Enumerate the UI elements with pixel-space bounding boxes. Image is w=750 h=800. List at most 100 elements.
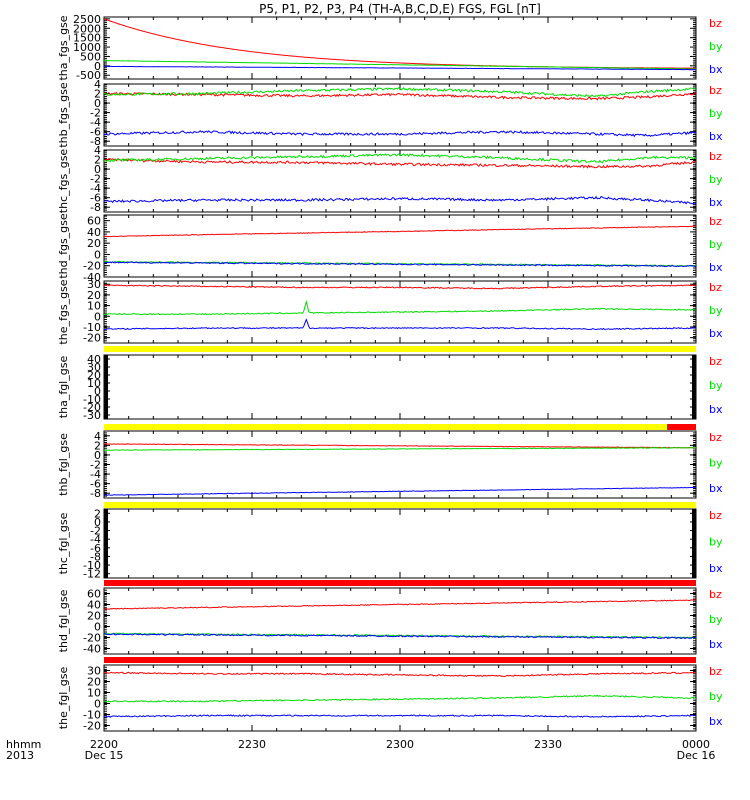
x-tick-label: 2230 — [238, 738, 266, 751]
panel-frame — [103, 508, 697, 579]
legend-bx: bx — [709, 638, 723, 651]
panel-frame — [103, 587, 697, 655]
legend-bx: bx — [709, 403, 723, 416]
y-tick-label: 2500 — [73, 13, 101, 26]
y-tick-label: 20 — [87, 369, 101, 382]
y-tick-label: 20 — [87, 610, 101, 623]
y-tick-label: -20 — [83, 332, 101, 345]
panel-frame — [103, 354, 697, 420]
y-tick-label: -8 — [90, 201, 101, 214]
y-tick-label: -6 — [90, 542, 101, 555]
series-by-line — [104, 694, 696, 703]
y-tick-label: 4 — [94, 144, 101, 157]
series-bz-line — [104, 443, 696, 449]
y-tick-label: 0 — [94, 449, 101, 462]
series-bz-line — [104, 158, 696, 169]
series-bx-line — [104, 318, 696, 331]
legend-bx: bx — [709, 261, 723, 274]
y-tick-label: -8 — [90, 135, 101, 148]
y-axis-label: thd_fgl_gse — [57, 589, 70, 652]
x-tick-date: Dec 15 — [85, 749, 124, 762]
y-tick-label: 0 — [94, 698, 101, 711]
y-tick-label: -2 — [90, 173, 101, 186]
y-tick-label: 0 — [94, 60, 101, 73]
y-tick-label: -20 — [83, 720, 101, 733]
series-bz-line — [104, 225, 696, 238]
series-bx-line — [104, 633, 696, 640]
legend-bz: bz — [709, 588, 722, 601]
legend-by: by — [709, 173, 723, 186]
legend-bx: bx — [709, 482, 723, 495]
y-tick-label: -8 — [90, 487, 101, 500]
series-bx-line — [104, 195, 696, 205]
y-tick-label: 1500 — [73, 32, 101, 45]
y-axis-label: the_fgs_gse — [57, 279, 70, 344]
series-by-line — [104, 87, 696, 98]
y-axis-label: tha_fgl_gse — [57, 356, 70, 419]
data-gap-strip — [692, 509, 696, 578]
y-tick-label: -20 — [83, 401, 101, 414]
series-bx-line — [104, 129, 696, 138]
y-tick-label: 40 — [87, 226, 101, 239]
y-tick-label: -20 — [83, 260, 101, 273]
x-tick-label: 0000 — [682, 738, 710, 751]
y-tick-label: -20 — [83, 632, 101, 645]
y-tick-label: 30 — [87, 278, 101, 291]
y-tick-label: 0 — [94, 385, 101, 398]
y-tick-label: 20 — [87, 676, 101, 689]
legend-bx: bx — [709, 63, 723, 76]
legend-bz: bz — [709, 84, 722, 97]
y-tick-label: -2 — [90, 459, 101, 472]
y-tick-label: 4 — [94, 430, 101, 443]
data-gap-strip — [104, 355, 108, 419]
y-tick-label: -40 — [83, 643, 101, 656]
status-bar — [667, 424, 696, 430]
x-tick-date: Dec 16 — [677, 749, 716, 762]
status-bar — [104, 346, 696, 352]
y-axis-label: thc_fgl_gse — [57, 512, 70, 574]
y-tick-label: -4 — [90, 468, 101, 481]
panel-thc_fgl_gse: -12-10-8-6-4-202 thc_fgl_gse bz by bx — [57, 507, 723, 580]
y-tick-label: 30 — [87, 665, 101, 678]
legend-by: by — [709, 40, 723, 53]
y-tick-label: 4 — [94, 78, 101, 91]
legend-bx: bx — [709, 130, 723, 143]
series-bz-line — [104, 284, 696, 290]
x-tick-label: 2200 — [90, 738, 118, 751]
y-axis-label: tha_fgs_gse — [57, 15, 70, 80]
panel-frame — [103, 16, 697, 80]
y-tick-label: 500 — [80, 50, 101, 63]
y-tick-label: 20 — [87, 237, 101, 250]
panel-frame — [103, 214, 697, 278]
y-tick-label: 2 — [94, 439, 101, 452]
y-tick-label: -500 — [76, 69, 101, 82]
y-tick-label: -10 — [83, 393, 101, 406]
y-tick-label: 60 — [87, 588, 101, 601]
data-gap-strip — [692, 355, 696, 419]
y-tick-label: 10 — [87, 377, 101, 390]
y-tick-label: 10 — [87, 687, 101, 700]
y-tick-label: 2 — [94, 154, 101, 167]
y-tick-label: 2000 — [73, 22, 101, 35]
legend-bz: bz — [709, 355, 722, 368]
y-tick-label: 10 — [87, 300, 101, 313]
legend-bz: bz — [709, 431, 722, 444]
series-bz-line — [104, 671, 696, 678]
y-tick-label: -2 — [90, 525, 101, 538]
y-tick-label: 0 — [94, 248, 101, 261]
y-tick-label: 0 — [94, 621, 101, 634]
data-gap-strip — [104, 509, 108, 578]
y-tick-label: -10 — [83, 709, 101, 722]
y-axis-label: the_fgl_gse — [57, 667, 70, 730]
series-bx-line — [104, 261, 696, 268]
series-by-line — [104, 447, 696, 451]
y-tick-label: -6 — [90, 126, 101, 139]
y-axis-label: thd_fgs_gse — [57, 213, 70, 279]
y-axis-label: thb_fgs_gse — [57, 82, 70, 148]
